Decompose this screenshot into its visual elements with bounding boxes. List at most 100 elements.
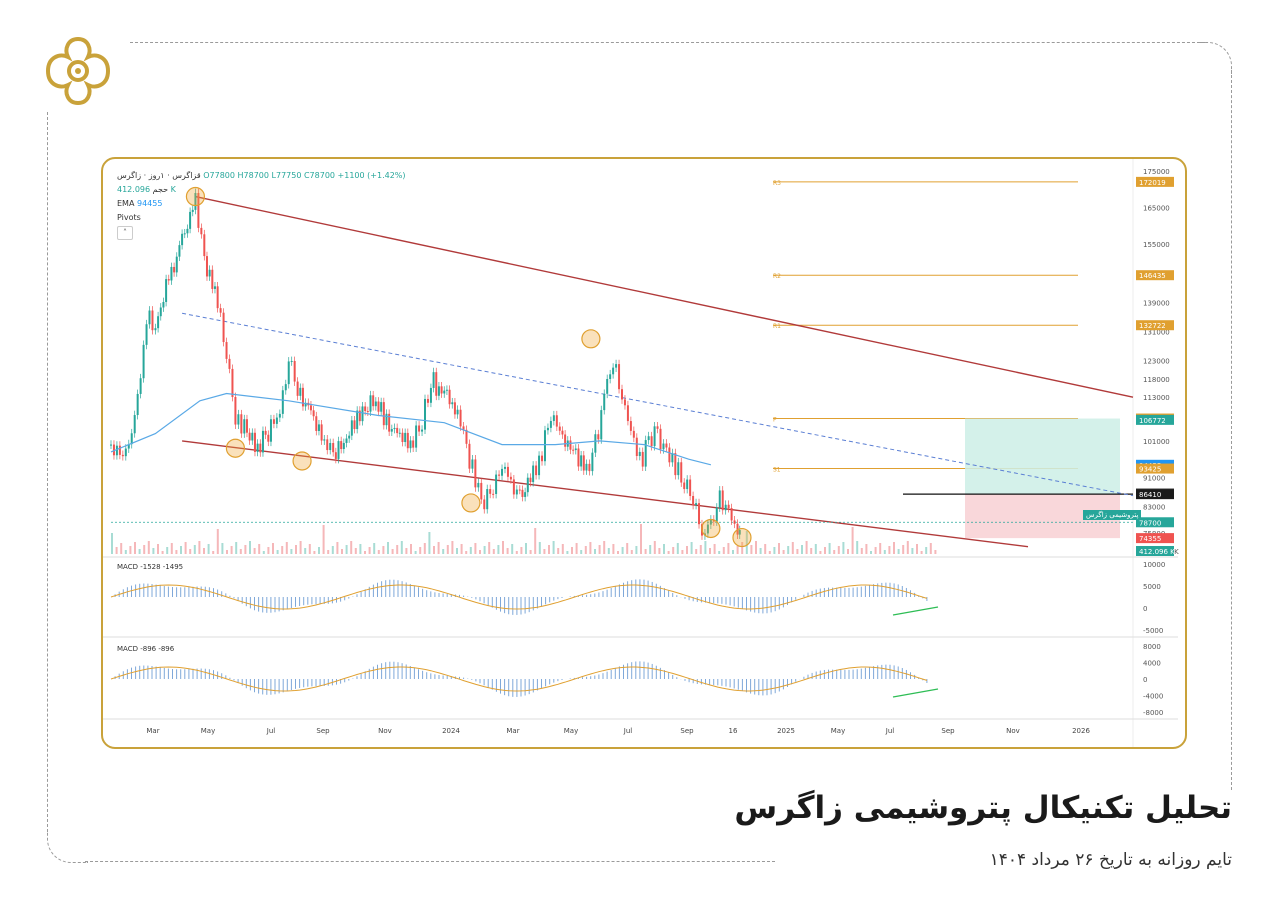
candle-body (181, 233, 184, 246)
volume-bar (870, 551, 872, 554)
candle-body (665, 443, 668, 448)
candle-body (278, 413, 281, 418)
candle-body (418, 425, 421, 432)
price-chart[interactable]: R3R2R1PS11750001650001550001464351390001… (103, 159, 1185, 747)
macd-2-axis-label: -8000 (1143, 709, 1163, 717)
candle-body (555, 415, 558, 427)
candle-body (326, 439, 329, 451)
candle-body (650, 436, 653, 447)
volume-bar (893, 542, 895, 554)
candle-body (356, 410, 359, 430)
volume-bar (479, 550, 481, 554)
volume-bar (474, 543, 477, 554)
volume-bar (469, 547, 472, 554)
volume-bar (502, 541, 504, 554)
candle-body (692, 495, 695, 505)
candle-body (526, 477, 529, 493)
candle-body (139, 378, 142, 394)
price-tag-label: 93425 (1139, 466, 1161, 474)
volume-bar (382, 546, 385, 554)
volume-bar (410, 544, 412, 554)
candle-body (130, 433, 133, 445)
volume-bar (630, 550, 633, 554)
volume-bar (672, 547, 675, 554)
price-axis-tick-label: 155000 (1143, 241, 1170, 249)
candle-body (299, 387, 302, 396)
swing-point-marker (225, 438, 246, 458)
candle-body (200, 227, 203, 235)
volume-bar (621, 547, 624, 554)
volume-bar (584, 546, 587, 554)
volume-bar (925, 547, 928, 554)
macd-1-axis-label: 10000 (1143, 561, 1165, 569)
candle-body (377, 401, 380, 412)
candle-body (443, 390, 446, 394)
volume-bar (460, 544, 463, 554)
candle-body (623, 399, 626, 406)
volume-bar (262, 551, 265, 554)
volume-bar (741, 542, 744, 554)
candle-body (385, 413, 388, 426)
price-tag-bg (1136, 270, 1174, 281)
candle-body (698, 503, 701, 525)
volume-bar (377, 550, 380, 554)
candle-body (451, 402, 454, 405)
trend-dashed-line (182, 312, 1134, 497)
candle-body (165, 279, 168, 302)
candle-body (348, 435, 351, 439)
candle-body (228, 358, 231, 369)
candle-body (296, 381, 299, 396)
candle-body (606, 378, 609, 394)
price-axis-tick-label: 118000 (1143, 376, 1170, 384)
volume-bar (911, 548, 914, 554)
volume-bar (819, 551, 822, 554)
volume-bar (607, 548, 610, 554)
chart-header-symbol: قزاگرس · ۱روز · زاگرس O77800 H78700 L777… (117, 171, 406, 180)
candle-body (541, 455, 544, 462)
pivot-label-p: P (773, 417, 777, 424)
collapse-legend-button[interactable]: ˄ (117, 226, 133, 240)
candle-body (626, 405, 629, 422)
volume-bar (359, 544, 362, 554)
candle-body (421, 429, 424, 432)
candle-body (340, 441, 343, 450)
candle-body (738, 530, 741, 535)
candle-body (582, 455, 585, 471)
volume-bar (446, 545, 449, 554)
candle-body (234, 397, 237, 425)
volume-bar (561, 544, 564, 554)
volume-bar (138, 549, 141, 554)
candle-body (632, 430, 635, 438)
x-axis-tick-label: May (831, 727, 845, 735)
volume-bar (676, 543, 679, 554)
candle-body (558, 426, 561, 431)
volume-bar (635, 546, 638, 554)
volume-bar (759, 548, 762, 554)
volume-bar (336, 542, 339, 554)
candle-body (597, 434, 600, 440)
volume-bar (755, 541, 757, 554)
volume-bar (258, 544, 261, 554)
volume-bar (120, 543, 123, 554)
price-tag-bg (1136, 517, 1174, 528)
candle-body (730, 508, 733, 521)
volume-bar (318, 547, 320, 554)
candle-body (231, 368, 234, 398)
volume-bar (189, 549, 192, 554)
candle-body (680, 462, 683, 483)
candle-body (178, 245, 181, 257)
volume-bar (571, 547, 573, 554)
volume-bar (239, 549, 242, 554)
volume-bar (437, 542, 440, 554)
volume-bar (216, 529, 219, 554)
candle-body (503, 466, 506, 469)
candle-body (358, 410, 361, 422)
volume-bar (640, 524, 642, 554)
volume-bar (732, 550, 734, 554)
candle-body (269, 419, 272, 442)
candle-body (369, 395, 372, 412)
volume-bar (833, 550, 836, 554)
candle-body (689, 479, 692, 496)
volume-bar (313, 551, 316, 554)
volume-bar (810, 548, 813, 554)
